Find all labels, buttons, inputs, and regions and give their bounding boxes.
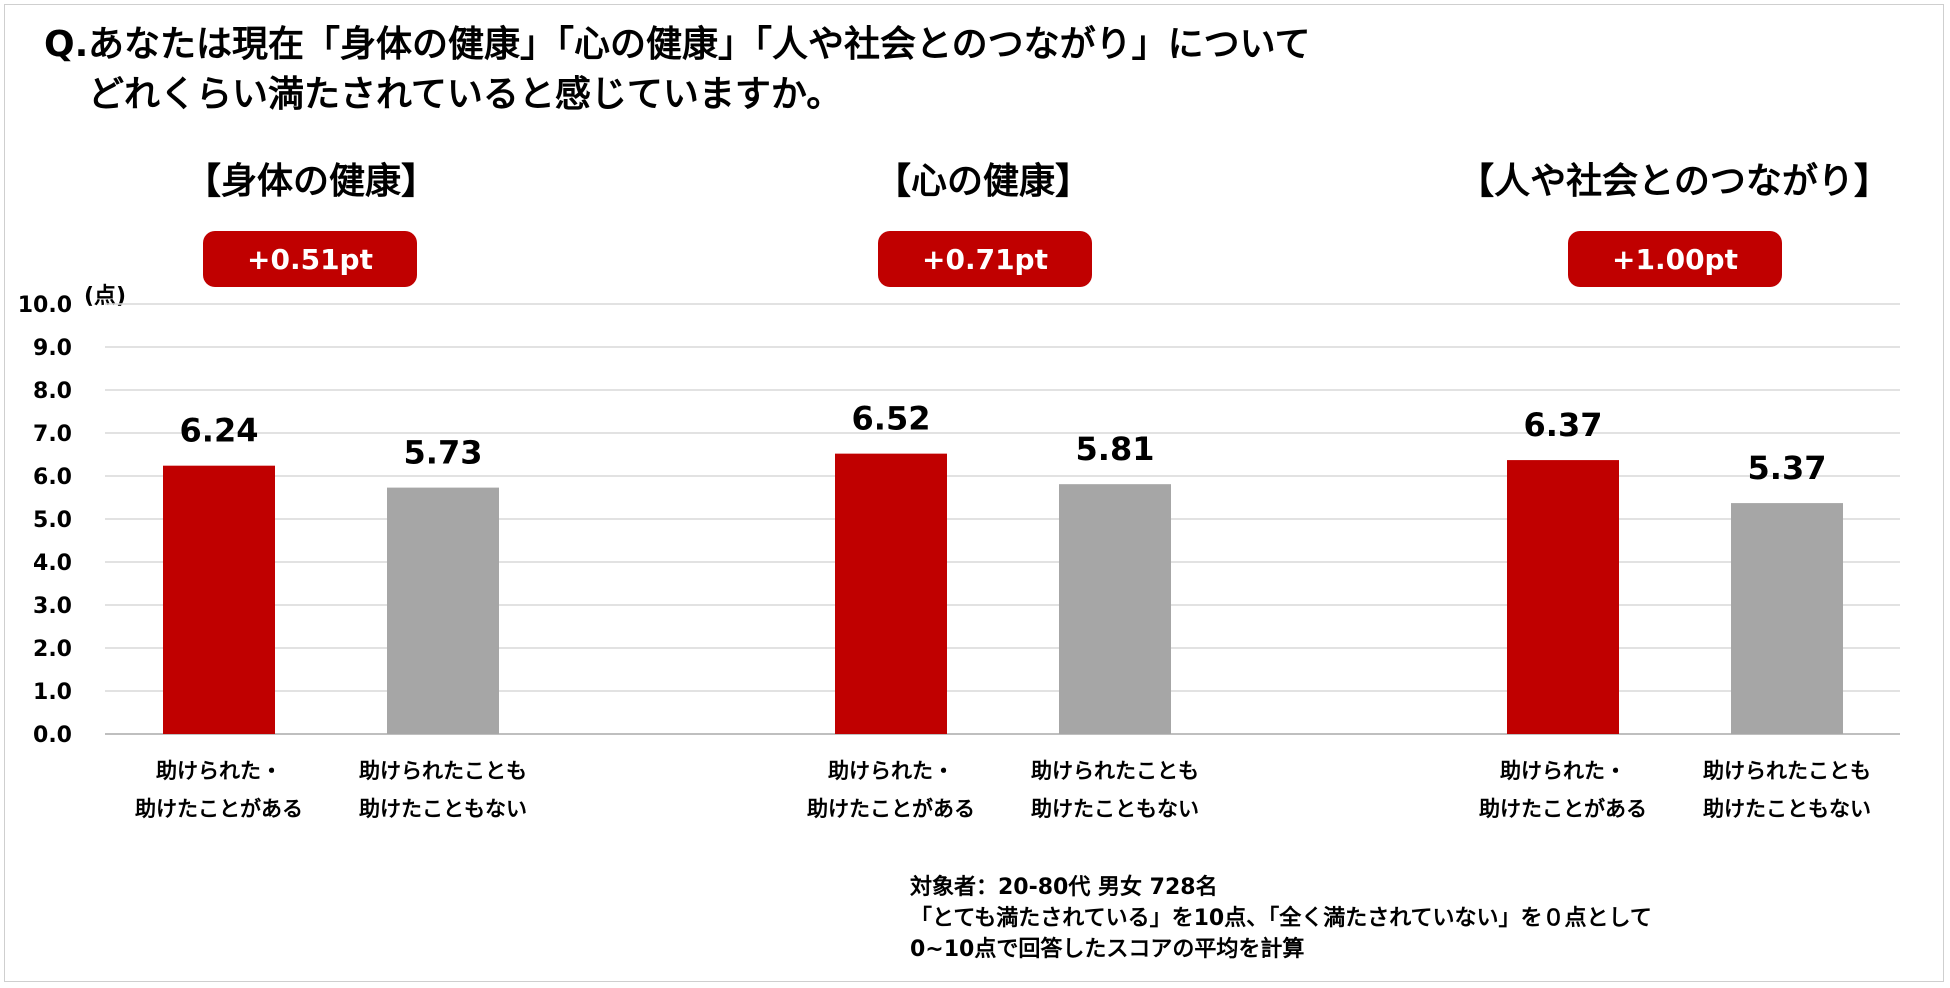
bar-helped-2 [1507, 460, 1619, 734]
category-label-line: 助けられたことも [1031, 759, 1199, 783]
bar-not-helped-0 [387, 487, 499, 734]
y-axis-ticks: 0.0 1.0 2.0 3.0 4.0 5.0 6.0 7.0 8.0 9.0 10.0 [18, 293, 72, 748]
category-label-line: 助けたこともない [1703, 797, 1871, 821]
diff-badge-mental: +0.71pt [878, 231, 1092, 287]
data-label: 6.52 [852, 400, 931, 438]
category-label-mental-helped: 助けられた・ 助けたことがある [807, 752, 975, 828]
category-label-social-not-helped: 助けられたことも 助けたこともない [1703, 752, 1871, 828]
bars [163, 453, 1843, 734]
data-labels: 6.24 6.52 6.37 5.73 5.81 5.37 [180, 400, 1827, 487]
group-title-mental: 【心の健康】 [874, 161, 1092, 202]
data-label: 5.73 [404, 434, 483, 472]
y-tick-label: 9.0 [33, 336, 72, 361]
category-label-line: 助けられた・ [828, 759, 954, 783]
gridlines [105, 303, 1900, 735]
y-tick-label: 6.0 [33, 465, 72, 490]
data-label: 5.81 [1076, 430, 1155, 468]
y-tick-label: 10.0 [18, 293, 72, 318]
category-label-line: 助けたことがある [1479, 797, 1647, 821]
category-label-line: 助けたことがある [807, 797, 975, 821]
category-label-line: 助けたことがある [135, 797, 303, 821]
y-tick-label: 8.0 [33, 379, 72, 404]
category-label-line: 助けられたことも [359, 759, 527, 783]
category-label-line: 助けられた・ [1500, 759, 1626, 783]
footnote-line-1: 対象者：20-80代 男女 728名 [910, 875, 1218, 900]
diff-badge-social: +1.00pt [1568, 231, 1782, 287]
category-label-physical-helped: 助けられた・ 助けたことがある [135, 752, 303, 828]
category-label-line: 助けたこともない [359, 797, 527, 821]
group-title-social: 【人や社会とのつながり】 [1458, 161, 1890, 202]
category-label-line: 助けられた・ [156, 759, 282, 783]
group-title-physical: 【身体の健康】 [184, 161, 438, 202]
y-tick-label: 4.0 [33, 551, 72, 576]
diff-badge-physical: +0.51pt [203, 231, 417, 287]
question-line-2: どれくらい満たされていると感じていますか。 [88, 74, 843, 115]
question-title: Q.あなたは現在「身体の健康」「心の健康」「人や社会とのつながり」について どれ… [44, 20, 1311, 120]
y-tick-label: 0.0 [33, 723, 72, 748]
y-tick-label: 5.0 [33, 508, 72, 533]
bar-not-helped-2 [1731, 503, 1843, 734]
footnote: 対象者：20-80代 男女 728名 「とても満たされている」を10点、「全く満… [910, 872, 1652, 965]
question-line-1: あなたは現在「身体の健康」「心の健康」「人や社会とのつながり」について [88, 24, 1311, 65]
y-tick-label: 2.0 [33, 637, 72, 662]
y-tick-label: 1.0 [33, 680, 72, 705]
footnote-line-2: 「とても満たされている」を10点、「全く満たされていない」を０点として [910, 906, 1652, 931]
chart-frame [4, 4, 1944, 982]
bar-helped-0 [163, 465, 275, 734]
category-label-social-helped: 助けられた・ 助けたことがある [1479, 752, 1647, 828]
bar-helped-1 [835, 453, 947, 734]
category-label-line: 助けたこともない [1031, 797, 1199, 821]
category-label-mental-not-helped: 助けられたことも 助けたこともない [1031, 752, 1199, 828]
category-label-physical-not-helped: 助けられたことも 助けたこともない [359, 752, 527, 828]
data-label: 5.37 [1748, 449, 1827, 487]
y-tick-label: 7.0 [33, 422, 72, 447]
y-unit-label: (点) [84, 284, 127, 309]
y-tick-label: 3.0 [33, 594, 72, 619]
question-prefix: Q. [44, 24, 89, 65]
data-label: 6.37 [1524, 406, 1603, 444]
footnote-line-3: 0~10点で回答したスコアの平均を計算 [910, 937, 1305, 962]
category-label-line: 助けられたことも [1703, 759, 1871, 783]
data-label: 6.24 [180, 412, 259, 450]
bar-not-helped-1 [1059, 484, 1171, 734]
